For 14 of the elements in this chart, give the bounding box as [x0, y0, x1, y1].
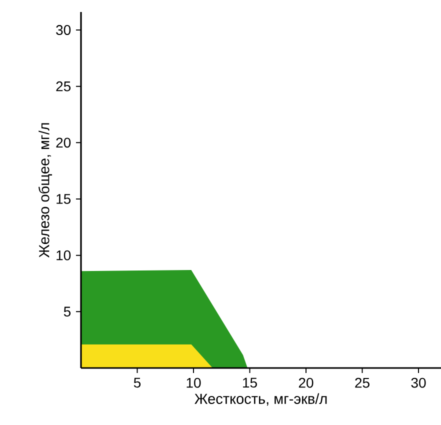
y-tick-label: 10 [56, 250, 71, 260]
x-axis-title: Жесткость, мг-экв/л [194, 393, 327, 406]
y-tick-label: 30 [56, 25, 71, 35]
x-tick-label: 5 [134, 378, 141, 388]
y-axis-title: Железо общее, мг/л [38, 123, 52, 258]
y-tick-label: 5 [64, 306, 71, 317]
x-tick-label: 30 [411, 378, 426, 388]
x-tick-label: 10 [186, 378, 201, 388]
x-tick-label: 25 [355, 378, 370, 388]
y-tick-label: 20 [56, 138, 71, 148]
y-tick-label: 15 [56, 194, 71, 204]
x-tick-label: 20 [298, 378, 314, 388]
x-tick-label: 15 [243, 378, 257, 388]
y-tick-label: 25 [56, 81, 71, 92]
